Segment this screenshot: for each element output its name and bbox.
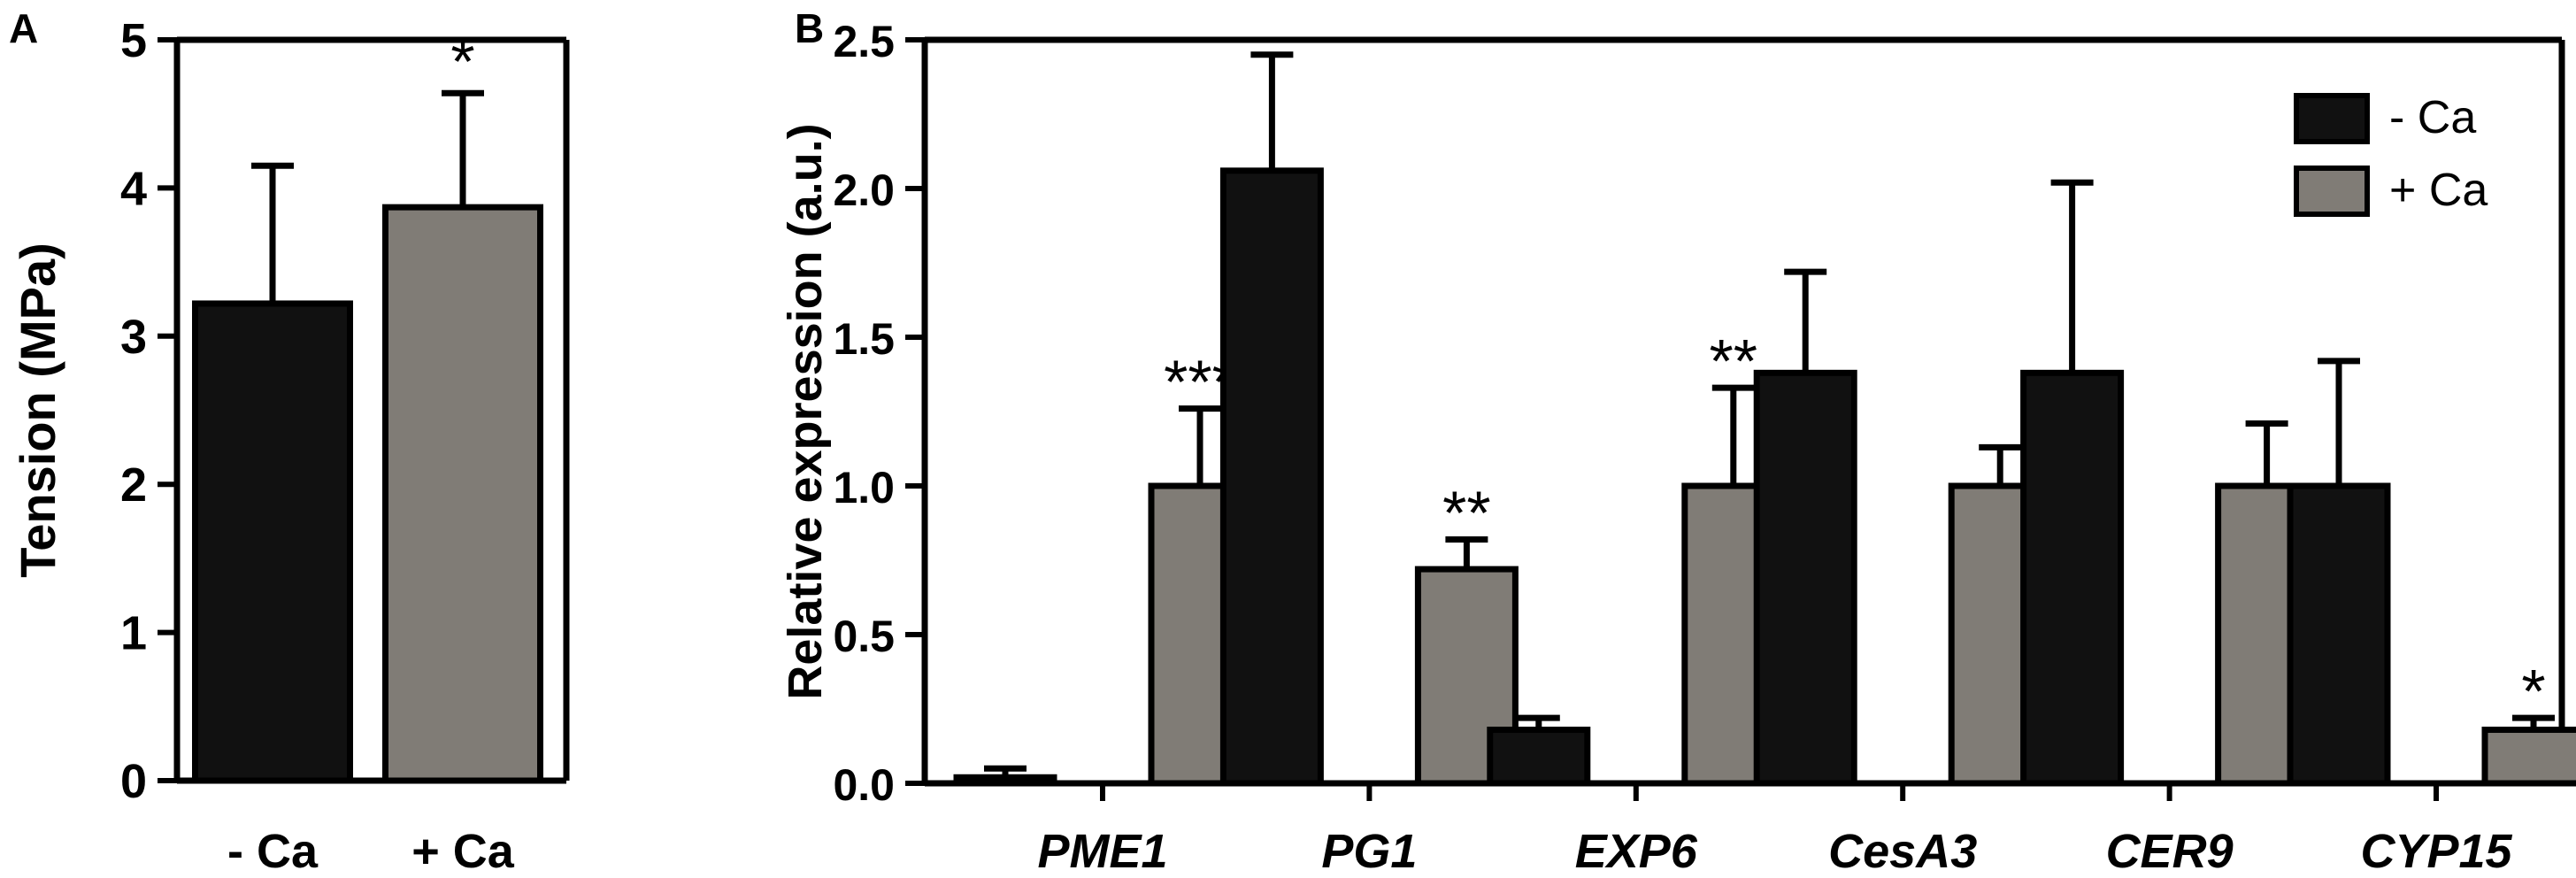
panel-a-y-tick-label: 2 xyxy=(120,458,147,512)
panel-b-x-tick-label: CER9 xyxy=(2106,825,2234,878)
panel-b-y-tick-label: 2.0 xyxy=(833,166,895,215)
panel-b-y-axis-title: Relative expression (a.u.) xyxy=(779,123,832,699)
panel-a-y-tick-label: 0 xyxy=(120,755,147,808)
panel-b-bar-s0-2 xyxy=(1487,727,1591,787)
legend-label-minus-ca: - Ca xyxy=(2389,92,2476,143)
legend-swatch-plus-ca xyxy=(2294,166,2370,217)
panel-b-x-tick-label: PG1 xyxy=(1321,825,1417,878)
panel-b-significance-label: * xyxy=(2521,657,2545,726)
panel-b-y-tick-label: 0.0 xyxy=(833,760,895,810)
panel-a-significance-label: * xyxy=(450,27,474,96)
panel-b-bar-s0-5 xyxy=(2287,482,2391,787)
panel-b-bar-s0-1 xyxy=(1219,167,1324,787)
panel-b-bar-s0-0 xyxy=(953,774,1057,787)
panel-b-x-tick-label: CesA3 xyxy=(1828,825,1977,878)
panel-b-bar-s0-4 xyxy=(2020,369,2125,787)
legend: - Ca + Ca xyxy=(2294,92,2488,217)
panel-b-significance-label: ** xyxy=(1710,327,1757,396)
panel-b-x-tick-label: EXP6 xyxy=(1575,825,1698,878)
panel-a-x-tick-label: + Ca xyxy=(411,825,515,878)
panel-b-chart: 0.00.51.01.52.02.5***PME1**PG1**EXP6 CesA… xyxy=(779,17,2576,878)
panel-b-x-tick-label: CYP15 xyxy=(2360,825,2512,878)
panel-a-y-axis-title: Tension (MPa) xyxy=(10,243,65,578)
panel-a-letter: A xyxy=(9,5,38,51)
legend-swatch-minus-ca xyxy=(2294,93,2370,144)
panel-b-y-tick-label: 0.5 xyxy=(833,612,895,661)
panel-b-bar-s1-5 xyxy=(2481,727,2576,787)
panel-b-y-tick-label: 1.5 xyxy=(833,314,895,364)
panel-a-y-tick-label: 4 xyxy=(120,162,147,215)
panel-a-y-tick-label: 1 xyxy=(120,607,147,660)
panel-a-y-tick-label: 3 xyxy=(120,311,147,364)
panel-a-chart: 0 1 2 3 4 5 - Ca + Ca * Tension (MPa) xyxy=(10,14,570,878)
panel-a-bar-0 xyxy=(192,300,353,784)
panel-b-y-tick-label: 2.5 xyxy=(833,17,895,66)
panel-b-y-tick-label: 1.0 xyxy=(833,463,895,512)
panel-b-x-tick-label: PME1 xyxy=(1037,825,1167,878)
panel-a-bar-1 xyxy=(382,204,543,784)
panel-a-x-tick-label: - Ca xyxy=(227,825,319,878)
panel-b-significance-label: ** xyxy=(1442,478,1490,547)
panel-b-bar-s0-3 xyxy=(1753,369,1857,787)
panel-a-y-tick-label: 5 xyxy=(120,14,147,67)
legend-label-plus-ca: + Ca xyxy=(2389,165,2488,216)
panel-b-letter: B xyxy=(795,5,824,51)
